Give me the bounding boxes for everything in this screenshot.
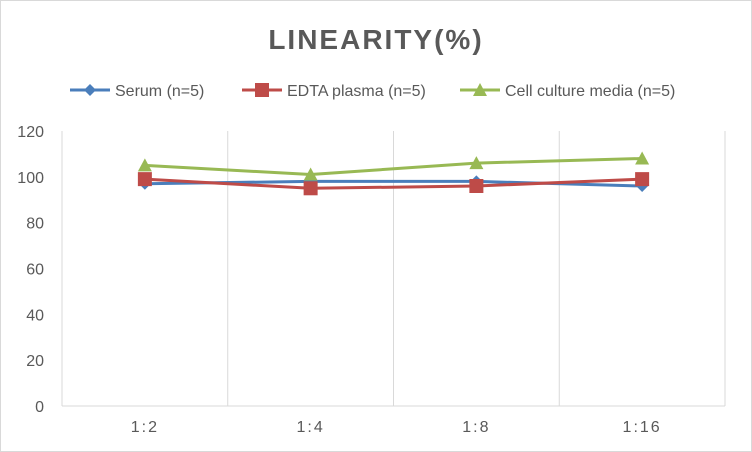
y-axis: 0 20 40 60 80 100 120 [17, 124, 44, 416]
legend-label: Serum (n=5) [115, 83, 204, 100]
legend: Serum (n=5) EDTA plasma (n=5) Cell culture… [70, 83, 675, 100]
data-point [635, 172, 650, 187]
y-tick-label: 80 [26, 216, 44, 233]
chart-title: LINEARITY(%) [268, 24, 483, 55]
y-tick-label: 0 [35, 399, 44, 416]
gridlines [61, 131, 726, 407]
series-line [144, 157, 643, 177]
data-point [137, 158, 152, 172]
y-tick-label: 20 [26, 353, 44, 370]
legend-marker [84, 84, 96, 96]
data-point [137, 172, 152, 187]
legend-label: Cell culture media (n=5) [505, 83, 675, 100]
legend-item: Serum (n=5) [70, 83, 204, 100]
legend-item: Cell culture media (n=5) [460, 83, 675, 100]
x-tick-label: 1:2 [131, 419, 159, 436]
legend-marker [473, 83, 487, 96]
y-tick-label: 40 [26, 307, 44, 324]
y-tick-label: 60 [26, 262, 44, 279]
series-2 [137, 172, 650, 196]
data-point [635, 151, 650, 165]
data-point [303, 167, 318, 181]
legend-marker [255, 83, 269, 97]
data-point [469, 179, 484, 193]
x-axis: 1:2 1:4 1:8 1:16 [131, 419, 662, 436]
legend-item: EDTA plasma (n=5) [242, 83, 426, 100]
series-group [137, 151, 650, 196]
legend-label: EDTA plasma (n=5) [287, 83, 426, 100]
data-point [469, 156, 484, 170]
x-tick-label: 1:4 [297, 419, 325, 436]
series-3 [137, 151, 650, 181]
y-tick-label: 100 [17, 170, 44, 187]
x-tick-label: 1:8 [462, 419, 490, 436]
x-tick-label: 1:16 [623, 419, 662, 436]
data-point [303, 181, 318, 196]
series-line [144, 177, 643, 190]
y-tick-label: 120 [17, 124, 44, 141]
